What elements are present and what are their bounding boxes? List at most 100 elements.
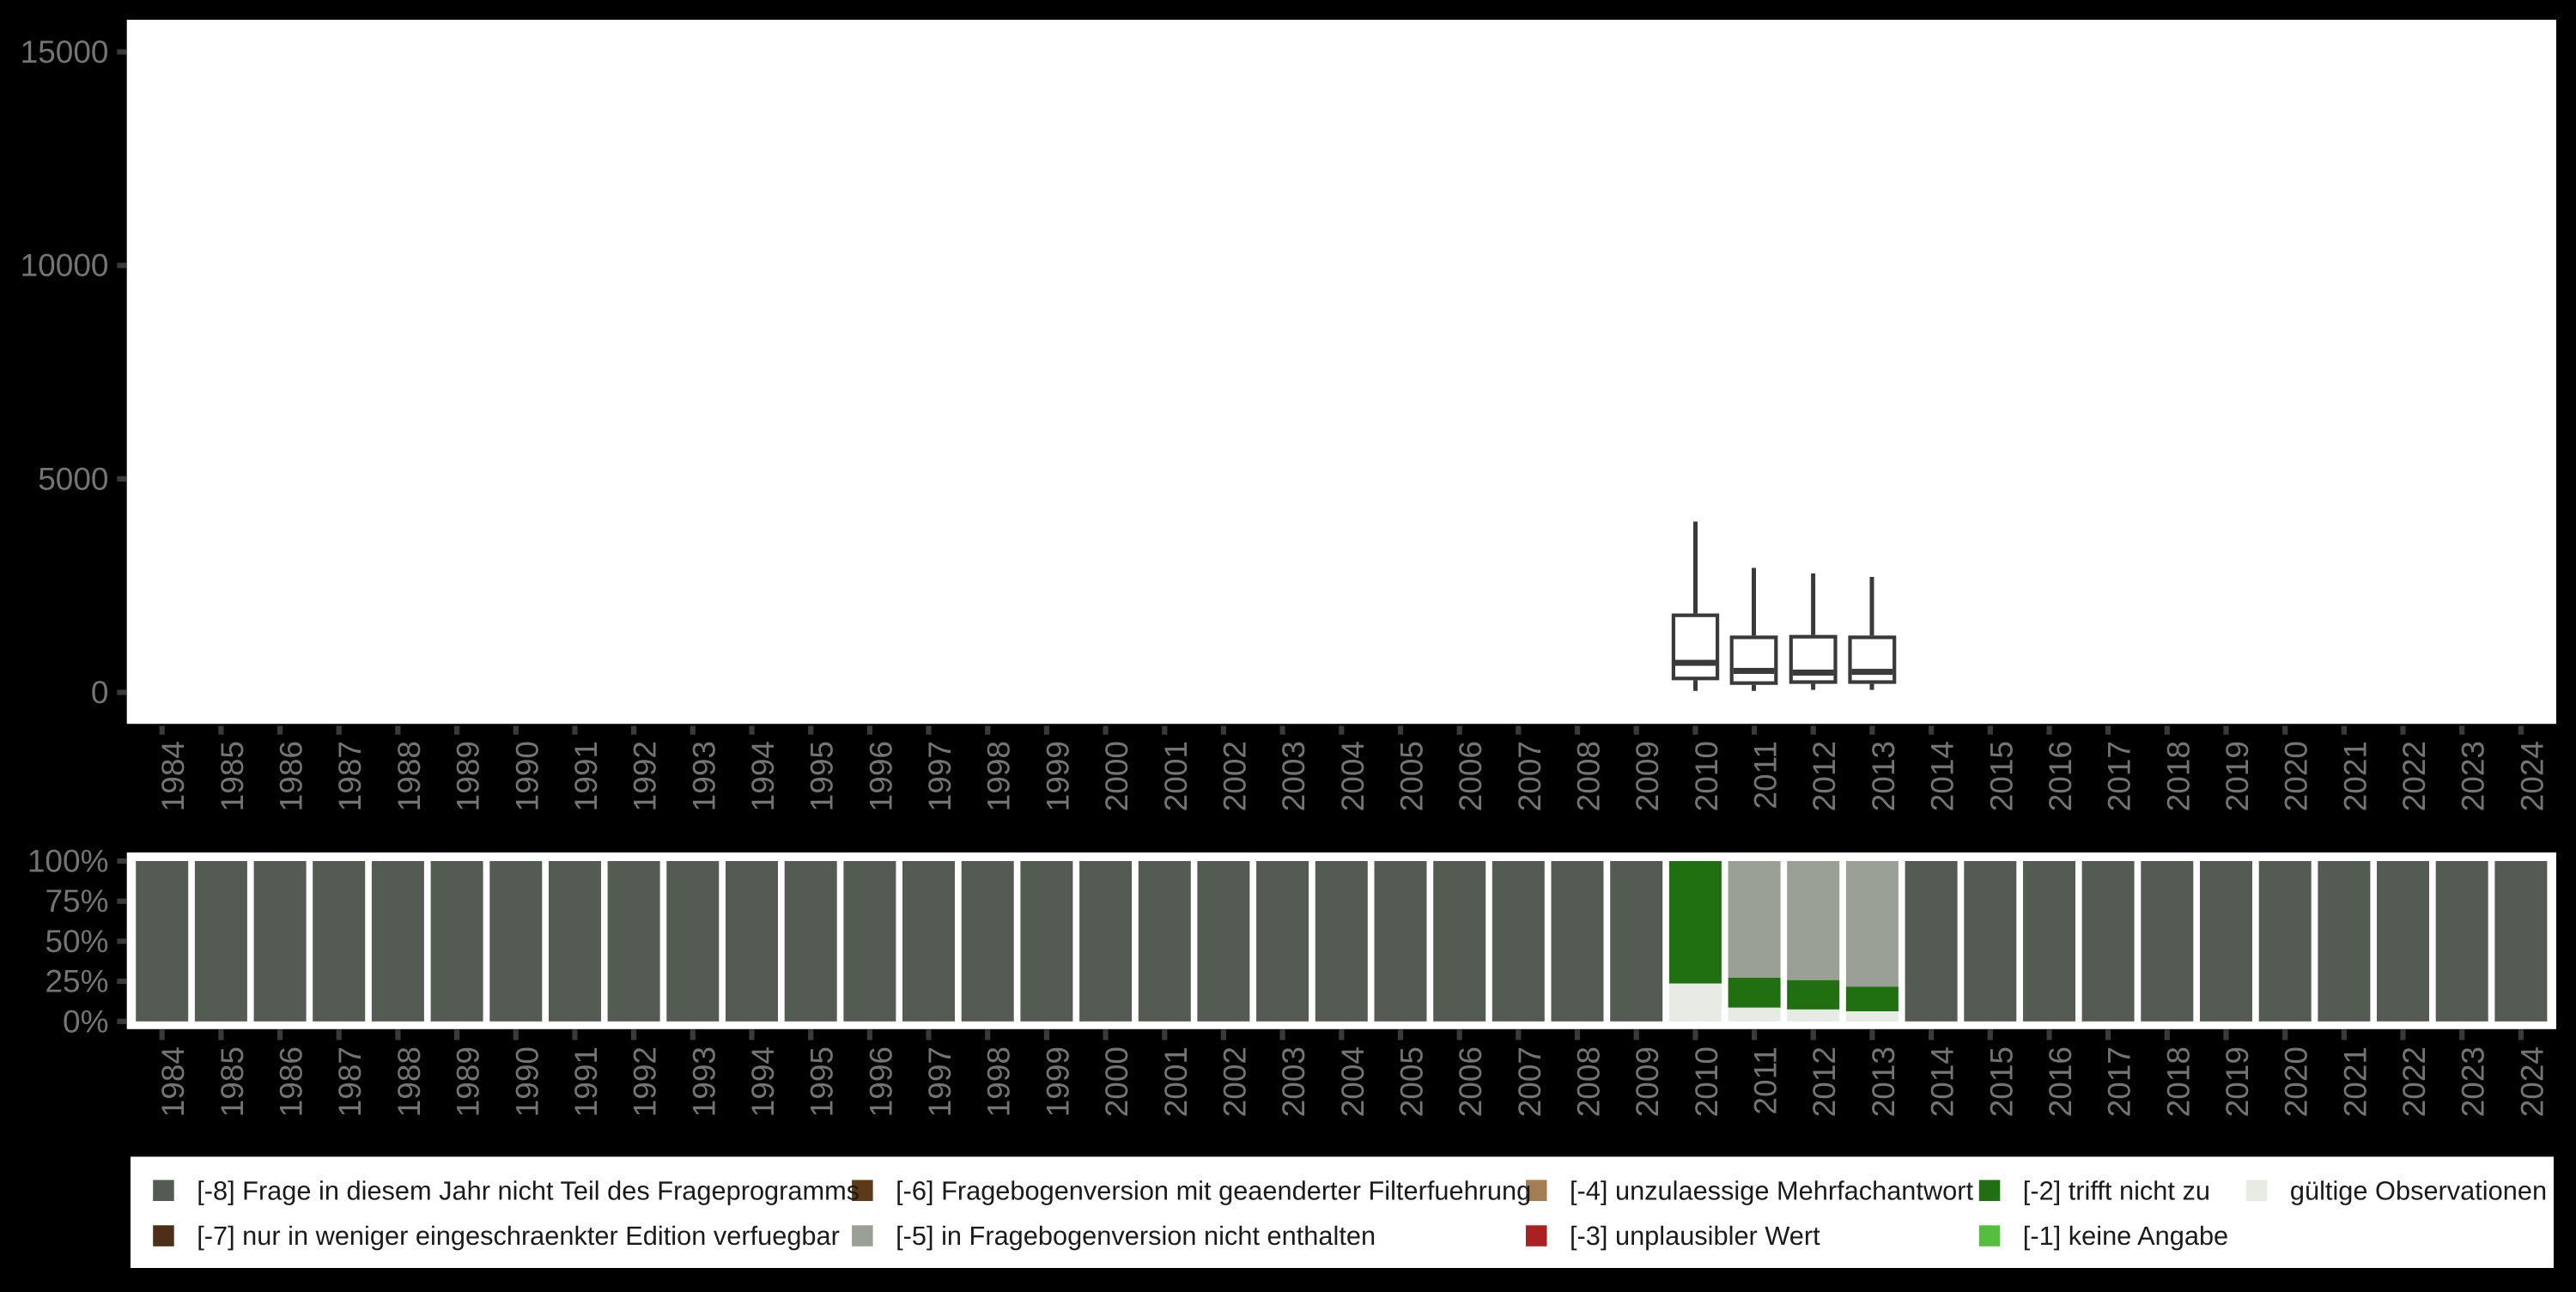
svg-text:2019: 2019 [2220,741,2255,811]
svg-text:1994: 1994 [745,1046,781,1117]
svg-text:1993: 1993 [686,1046,721,1117]
svg-text:1998: 1998 [981,741,1017,811]
svg-text:75%: 75% [45,883,108,919]
svg-text:1991: 1991 [568,741,604,811]
svg-text:2011: 2011 [1748,1046,1783,1115]
svg-text:0: 0 [91,675,109,710]
svg-text:1984: 1984 [155,1046,191,1117]
svg-text:2013: 2013 [1866,1046,1901,1117]
svg-text:2004: 2004 [1335,1046,1370,1117]
svg-text:1994: 1994 [745,741,781,811]
svg-text:1999: 1999 [1040,741,1075,811]
svg-text:10000: 10000 [21,248,109,283]
svg-text:2017: 2017 [2102,1046,2137,1117]
svg-text:50%: 50% [45,924,108,959]
svg-text:1985: 1985 [215,741,250,811]
svg-text:1987: 1987 [332,1046,368,1117]
svg-text:0%: 0% [63,1004,108,1039]
svg-text:2008: 2008 [1571,741,1607,811]
svg-text:2009: 2009 [1630,1046,1665,1117]
svg-text:1984: 1984 [155,741,191,811]
svg-text:2008: 2008 [1571,1046,1607,1117]
svg-text:1996: 1996 [863,1046,898,1117]
svg-text:1985: 1985 [215,1046,250,1117]
svg-text:1989: 1989 [451,741,486,811]
svg-text:1998: 1998 [981,1046,1017,1117]
svg-text:2022: 2022 [2397,1046,2432,1117]
svg-text:2023: 2023 [2456,741,2491,811]
svg-text:2015: 2015 [1984,741,2019,811]
svg-text:2019: 2019 [2220,1046,2255,1117]
svg-text:2022: 2022 [2397,741,2432,811]
svg-text:1992: 1992 [628,741,663,811]
svg-text:2000: 2000 [1099,741,1134,811]
svg-text:100%: 100% [27,844,109,879]
svg-text:2024: 2024 [2514,1046,2549,1117]
svg-text:2010: 2010 [1689,741,1724,811]
svg-text:1995: 1995 [805,741,840,811]
svg-text:[-2] trifft nicht zu: [-2] trifft nicht zu [2023,1175,2210,1205]
svg-text:[-4] unzulaessige Mehrfachantw: [-4] unzulaessige Mehrfachantwort [1570,1175,1973,1205]
svg-text:1986: 1986 [274,1046,309,1117]
svg-text:[-5] in Fragebogenversion nich: [-5] in Fragebogenversion nicht enthalte… [896,1221,1376,1251]
svg-text:1996: 1996 [863,741,898,811]
svg-text:1987: 1987 [332,741,368,811]
svg-text:2014: 2014 [1925,741,1960,811]
svg-text:2007: 2007 [1512,741,1547,811]
svg-text:1997: 1997 [922,1046,957,1117]
svg-text:5000: 5000 [38,461,108,496]
svg-text:2020: 2020 [2279,1046,2314,1117]
svg-text:2007: 2007 [1512,1046,1547,1117]
svg-text:1986: 1986 [274,741,309,811]
svg-text:[-7] nur in weniger eingeschra: [-7] nur in weniger eingeschraenkter Edi… [197,1221,840,1251]
svg-text:2001: 2001 [1158,741,1194,811]
svg-text:2015: 2015 [1984,1046,2019,1117]
svg-text:1990: 1990 [509,741,544,811]
svg-text:2005: 2005 [1394,741,1430,811]
svg-text:2000: 2000 [1099,1046,1134,1117]
svg-text:2024: 2024 [2514,741,2549,811]
svg-text:2013: 2013 [1866,741,1901,811]
svg-text:1997: 1997 [922,741,957,811]
svg-text:1991: 1991 [568,1046,604,1117]
svg-text:2012: 2012 [1807,1046,1842,1117]
svg-text:2010: 2010 [1689,1046,1724,1117]
svg-text:2021: 2021 [2337,1046,2372,1117]
svg-text:2018: 2018 [2160,1046,2196,1117]
svg-text:2021: 2021 [2337,741,2372,811]
svg-text:2018: 2018 [2160,741,2196,811]
svg-text:2006: 2006 [1453,741,1488,811]
svg-text:2017: 2017 [2102,741,2137,811]
svg-text:1999: 1999 [1040,1046,1075,1117]
svg-text:2003: 2003 [1276,1046,1311,1117]
svg-text:2012: 2012 [1807,741,1842,811]
svg-text:gültige Observationen: gültige Observationen [2290,1175,2547,1205]
svg-text:2001: 2001 [1158,1046,1194,1117]
svg-text:2016: 2016 [2043,741,2078,811]
svg-text:1993: 1993 [686,741,721,811]
svg-text:2020: 2020 [2279,741,2314,811]
svg-text:2002: 2002 [1217,1046,1252,1117]
svg-text:2023: 2023 [2456,1046,2491,1117]
svg-text:2006: 2006 [1453,1046,1488,1117]
svg-text:1995: 1995 [805,1046,840,1117]
svg-text:1988: 1988 [392,741,427,811]
svg-text:1988: 1988 [392,1046,427,1117]
svg-text:2002: 2002 [1217,741,1252,811]
svg-text:[-6] Fragebogenversion mit gea: [-6] Fragebogenversion mit geaenderter F… [896,1175,1531,1205]
svg-text:2011: 2011 [1748,741,1783,810]
svg-text:[-8] Frage in diesem Jahr nich: [-8] Frage in diesem Jahr nicht Teil des… [197,1175,860,1205]
svg-text:1992: 1992 [628,1046,663,1117]
svg-text:2009: 2009 [1630,741,1665,811]
svg-text:[-3] unplausibler Wert: [-3] unplausibler Wert [1570,1221,1820,1251]
svg-text:15000: 15000 [21,34,109,70]
svg-text:1989: 1989 [451,1046,486,1117]
svg-text:2005: 2005 [1394,1046,1430,1117]
svg-text:[-1] keine Angabe: [-1] keine Angabe [2023,1221,2228,1251]
svg-text:2014: 2014 [1925,1046,1960,1117]
svg-text:2003: 2003 [1276,741,1311,811]
svg-text:25%: 25% [45,964,108,999]
svg-text:1990: 1990 [509,1046,544,1117]
svg-text:2016: 2016 [2043,1046,2078,1117]
svg-text:2004: 2004 [1335,741,1370,811]
